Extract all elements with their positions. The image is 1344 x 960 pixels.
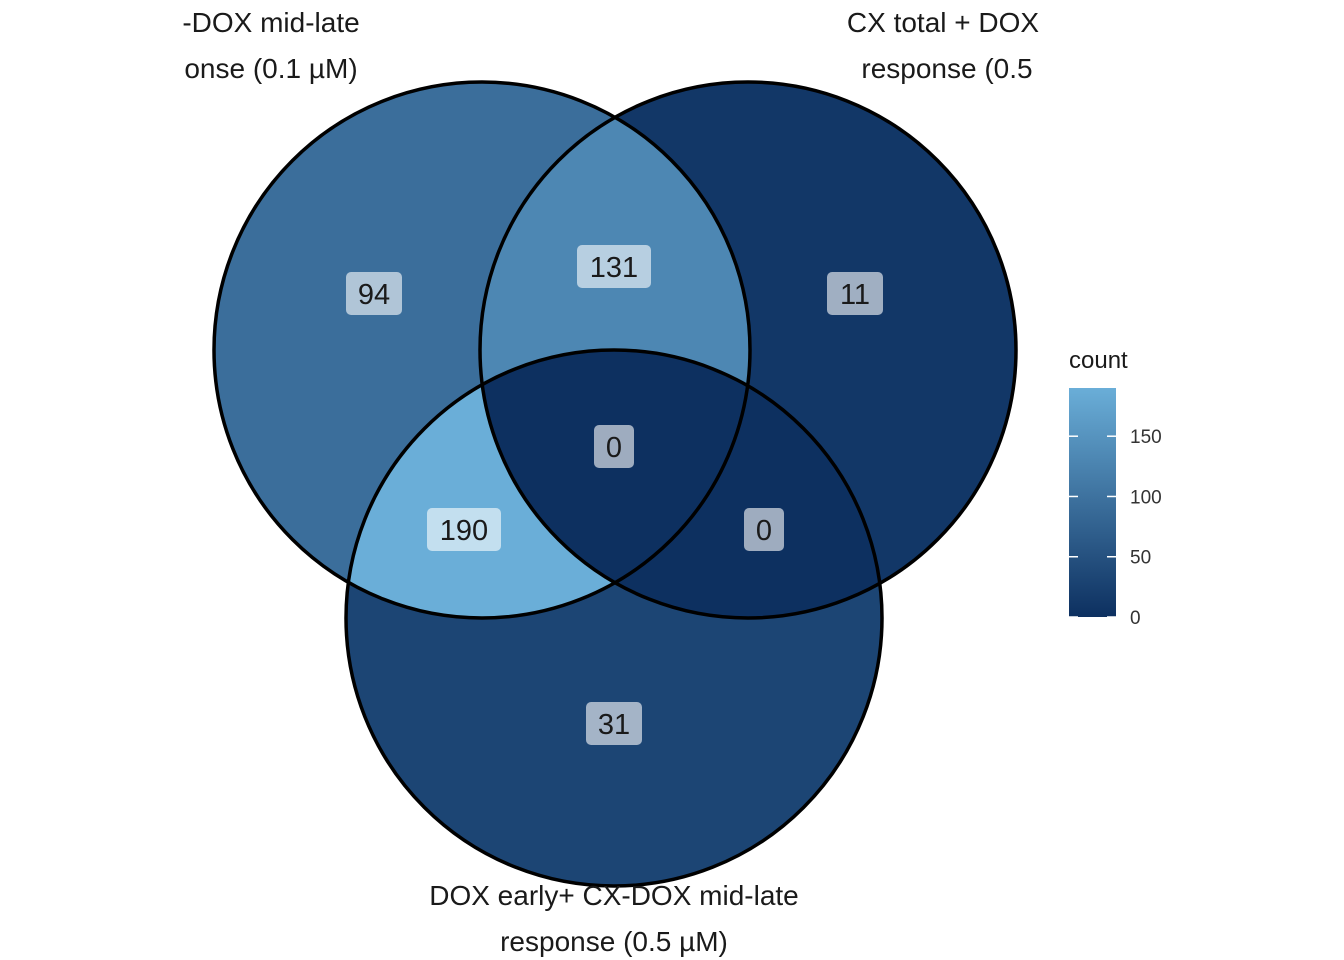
- set-c-label-line-1: DOX early+ CX-DOX mid-late: [429, 880, 799, 911]
- legend-tick-label: 50: [1130, 548, 1151, 569]
- count-label-a-only: 94: [346, 272, 402, 315]
- legend-colorbar: [1069, 388, 1116, 617]
- set-a-label-line-2: onse (0.1 µM): [184, 53, 357, 84]
- set-a-label-line-1: -DOX mid-late: [182, 7, 359, 38]
- legend-tick-label: 100: [1130, 487, 1162, 508]
- circle-set-c: [344, 348, 884, 888]
- count-label-b-only: 11: [827, 272, 883, 315]
- circle-set-b: [478, 80, 1018, 620]
- set-labels: -DOX mid-late onse (0.1 µM) CX total + D…: [182, 7, 1039, 84]
- count-labels: 94 131 11 0 190 0 31: [346, 245, 883, 745]
- count-label-abc: 0: [594, 425, 634, 468]
- count-abc: 0: [606, 432, 622, 464]
- color-legend: count 150 100 50 0: [1069, 347, 1162, 629]
- circle-set-a: [212, 80, 752, 620]
- count-a-only: 94: [358, 279, 390, 311]
- legend-tick-label: 0: [1130, 608, 1141, 629]
- venn-outlines: [212, 80, 1018, 888]
- count-label-ab: 131: [577, 245, 651, 288]
- count-ac: 190: [440, 515, 488, 547]
- set-b-label-line-2: response (0.5: [861, 53, 1032, 84]
- count-bc: 0: [756, 515, 772, 547]
- count-b-only: 11: [840, 279, 870, 311]
- legend-title: count: [1069, 347, 1128, 374]
- count-ab: 131: [590, 252, 638, 284]
- set-b-label-line-1: CX total + DOX: [847, 7, 1040, 38]
- count-label-bc: 0: [744, 508, 784, 551]
- count-c-only: 31: [598, 709, 630, 741]
- count-label-ac: 190: [427, 508, 501, 551]
- set-c-label-line-2: response (0.5 µM): [500, 926, 728, 957]
- legend-tick-label: 150: [1130, 427, 1162, 448]
- count-label-c-only: 31: [586, 702, 642, 745]
- legend-ticks: 150 100 50 0: [1069, 427, 1162, 629]
